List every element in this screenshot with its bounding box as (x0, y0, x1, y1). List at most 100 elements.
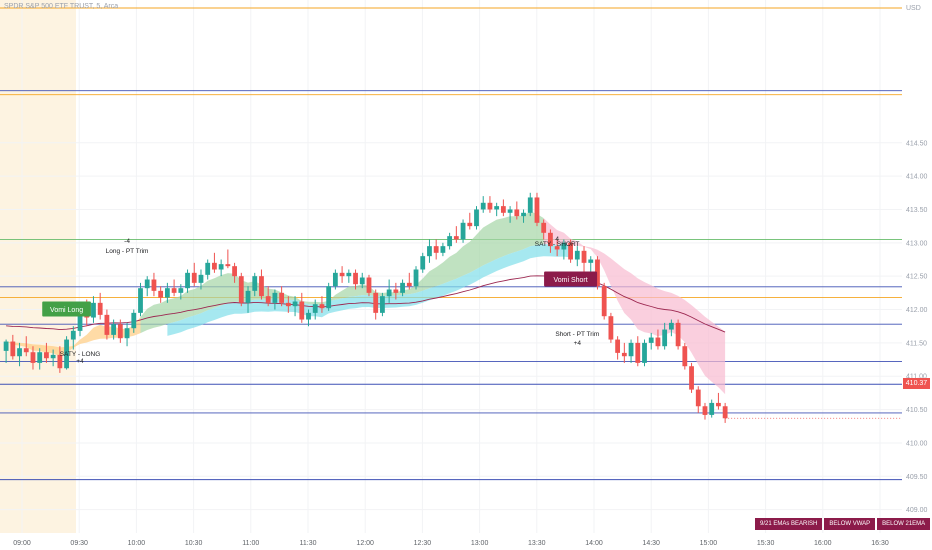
candle-body (548, 232, 553, 247)
candle-body (494, 206, 500, 210)
candle-body (259, 276, 264, 297)
candle-body (124, 328, 130, 339)
x-tick-label: 14:00 (585, 540, 603, 547)
chart-title: SPDR S&P 500 ETF TRUST, 5, Arca (4, 3, 119, 10)
candle-body (23, 348, 29, 353)
candle-body (621, 352, 627, 357)
candle-body (306, 312, 311, 320)
candle-body (554, 246, 560, 250)
signal-badge (42, 301, 91, 317)
candle-body (474, 209, 479, 227)
candle-body (386, 289, 392, 297)
candle-body (70, 330, 76, 340)
candle-body (299, 301, 305, 320)
candle-body (615, 339, 621, 353)
last-price-label: 410.37 (903, 378, 930, 389)
candle-body (178, 288, 184, 293)
candle-body (279, 292, 285, 303)
candle-body (642, 342, 647, 363)
candle-body (319, 304, 325, 309)
candle-body (467, 222, 473, 227)
candle-body (716, 402, 721, 407)
x-tick-label: 15:30 (757, 540, 775, 547)
candle-body (353, 272, 358, 285)
x-tick-label: 13:30 (528, 540, 546, 547)
signal-label: SATY - SHORT (535, 241, 580, 248)
x-tick-label: 09:00 (13, 540, 31, 547)
candle-body (44, 352, 49, 359)
candle-body (380, 296, 385, 313)
candle-body (574, 250, 580, 260)
bull-cloud (140, 211, 544, 334)
signal-label: +4 (574, 340, 582, 347)
candle-body (702, 406, 708, 415)
x-tick-label: 11:00 (242, 540, 259, 547)
candle-body (601, 286, 607, 317)
currency-label: USD (906, 5, 921, 12)
candle-body (17, 348, 22, 357)
signal-label: +4 (76, 358, 84, 365)
x-tick-label: 10:00 (128, 540, 146, 547)
candle-body (97, 302, 103, 315)
candle-body (10, 341, 16, 357)
candle-body (245, 290, 251, 303)
status-badge: 9/21 EMAs BEARISH (755, 518, 823, 530)
signal-label: Vomi Short (553, 277, 587, 284)
y-tick-label: 414.50 (906, 140, 928, 147)
status-badge: BELOW 21EMA (877, 518, 931, 530)
signal-label: Long - PT Trim (106, 248, 149, 255)
cyan-cloud (167, 244, 571, 336)
candle-body (689, 366, 694, 390)
x-tick-label: 12:00 (356, 540, 374, 547)
candle-body (131, 312, 137, 329)
candle-body (332, 272, 338, 287)
candle-body (695, 389, 701, 407)
candle-body (373, 292, 379, 313)
y-tick-label: 413.00 (906, 240, 928, 247)
candle-body (285, 302, 291, 307)
candle-body (400, 282, 405, 293)
candle-body (682, 346, 688, 367)
candle-body (238, 276, 244, 303)
candle-body (581, 250, 587, 263)
candle-body (500, 206, 506, 213)
y-tick-label: 409.00 (906, 507, 928, 514)
candle-body (198, 274, 204, 283)
candle-body (91, 302, 96, 318)
candle-body (709, 402, 715, 415)
x-tick-label: 15:00 (700, 540, 718, 547)
candle-body (104, 314, 110, 335)
x-tick-label: 09:30 (70, 540, 88, 547)
candle-body (50, 354, 56, 359)
premarket-shade (0, 0, 76, 533)
x-tick-label: 13:00 (471, 540, 489, 547)
candle-body (487, 202, 493, 210)
candle-body (64, 339, 69, 369)
status-badges: 9/21 EMAs BEARISH BELOW VWAP BELOW 21EMA (755, 518, 931, 530)
candle-body (144, 279, 150, 289)
candle-body (561, 242, 567, 250)
candle-body (366, 277, 372, 293)
candle-body (185, 272, 190, 289)
candle-body (668, 322, 674, 330)
y-tick-label: 414.00 (906, 174, 928, 181)
candle-body (57, 354, 63, 369)
candle-body (218, 264, 224, 270)
candle-body (447, 236, 453, 247)
candle-body (521, 212, 526, 217)
bear-cloud (543, 218, 726, 395)
candle-body (77, 310, 83, 331)
candle-body (628, 342, 634, 357)
orange-cloud (6, 317, 141, 357)
candle-body (648, 337, 654, 343)
x-tick-label: 14:30 (642, 540, 660, 547)
candle-body (265, 296, 271, 303)
y-tick-label: 409.50 (906, 474, 928, 481)
candle-body (111, 324, 117, 335)
y-tick-label: 411.00 (906, 374, 927, 381)
candle-body (635, 342, 641, 363)
candle-body (568, 242, 573, 260)
signal-label: SATY - LONG (60, 351, 101, 358)
candle-body (393, 289, 399, 293)
